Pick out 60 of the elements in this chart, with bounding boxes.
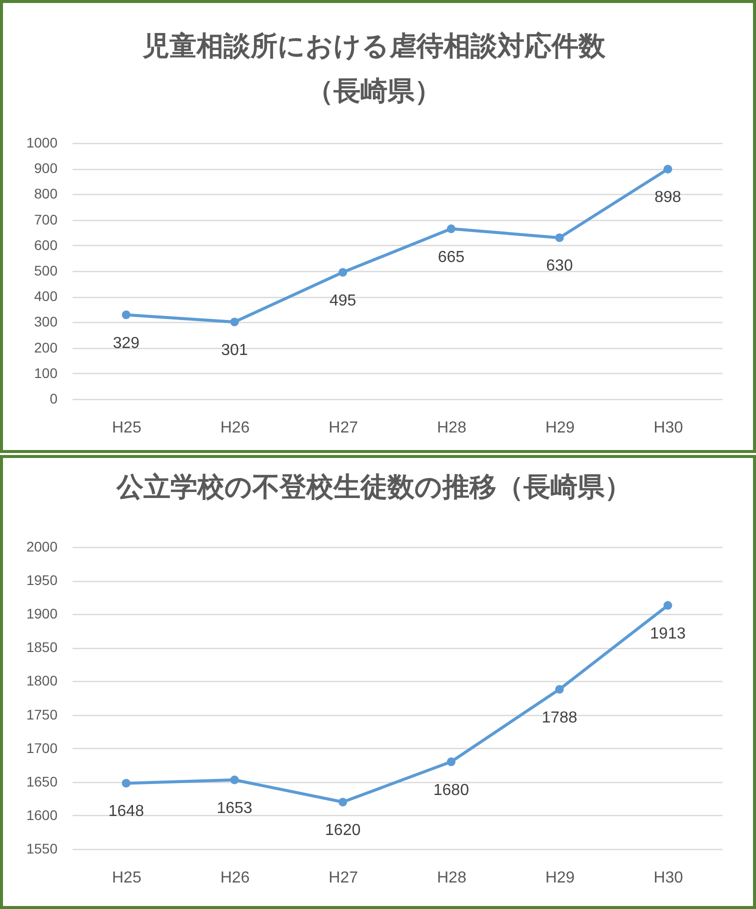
data-label: 1913 <box>650 625 686 642</box>
x-tick-label: H29 <box>545 870 575 886</box>
data-label: 329 <box>112 334 140 352</box>
point <box>664 164 672 174</box>
x-tick-label: H30 <box>654 420 684 436</box>
data-label: 1648 <box>108 803 144 820</box>
y-tick-label: 800 <box>34 186 58 202</box>
y-tick-label: 500 <box>34 262 58 278</box>
point <box>664 601 672 610</box>
point <box>446 224 456 234</box>
x-tick-label: H28 <box>436 420 466 436</box>
y-tick-label: 400 <box>34 288 58 304</box>
y-tick-label: 1900 <box>26 606 58 622</box>
y-tick-label: 100 <box>34 364 58 381</box>
point <box>446 757 456 766</box>
y-tick-label: 1600 <box>26 806 58 823</box>
x-tick-label: H26 <box>220 870 250 886</box>
chart-title: 公立学校の不登校生徒数の推移（長崎県） <box>115 472 632 502</box>
x-tick-label: H25 <box>112 870 142 886</box>
data-label: 1620 <box>325 822 361 840</box>
point <box>555 233 564 242</box>
y-tick-label: 1650 <box>26 773 58 790</box>
data-label: 1680 <box>433 782 470 799</box>
point <box>555 684 564 694</box>
point <box>338 798 348 806</box>
x-tick-label: H29 <box>545 420 575 436</box>
chart-subtitle: （長崎県） <box>306 76 442 106</box>
y-tick-label: 2000 <box>26 538 58 554</box>
y-tick-label: 1850 <box>26 639 58 656</box>
y-tick-label: 1800 <box>26 672 58 689</box>
data-label: 301 <box>221 342 248 359</box>
y-tick-label: 900 <box>34 160 58 176</box>
y-tick-label: 1000 <box>26 134 58 150</box>
y-tick-label: 1700 <box>26 740 58 756</box>
point <box>230 318 239 326</box>
y-tick-label: 1950 <box>26 572 58 588</box>
x-tick-label: H27 <box>328 870 358 886</box>
data-label: 665 <box>438 248 465 266</box>
data-label: 1653 <box>216 800 252 817</box>
y-tick-label: 0 <box>50 390 58 406</box>
y-tick-label: 700 <box>34 211 58 228</box>
x-tick-label: H27 <box>328 420 358 436</box>
x-tick-label: H26 <box>220 420 250 436</box>
point <box>230 776 239 784</box>
chart-title: 児童相談所における虐待相談対応件数 <box>141 31 606 61</box>
y-tick-label: 1750 <box>26 706 58 722</box>
y-tick-label: 600 <box>34 236 58 253</box>
x-tick-label: H28 <box>436 870 466 886</box>
point <box>338 268 348 277</box>
y-tick-label: 1550 <box>26 840 58 856</box>
x-tick-label: H30 <box>654 870 684 886</box>
x-tick-label: H25 <box>112 420 142 436</box>
y-tick-label: 300 <box>34 314 58 330</box>
y-tick-label: 200 <box>34 339 58 356</box>
data-label: 630 <box>546 258 573 275</box>
point <box>122 778 130 788</box>
data-label: 898 <box>654 189 682 206</box>
point <box>122 310 130 320</box>
data-label: 495 <box>329 292 356 310</box>
data-label: 1788 <box>542 709 578 726</box>
